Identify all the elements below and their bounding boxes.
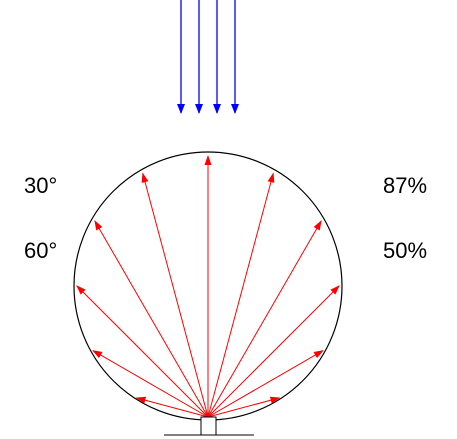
scattered-rays [76, 155, 340, 418]
scattered-ray [207, 396, 281, 418]
detector-pedestal [200, 416, 217, 436]
scattered-ray [207, 350, 324, 418]
percent-87-label: 87% [383, 173, 428, 198]
incident-rays [177, 0, 239, 114]
angle-60-label: 60° [24, 238, 58, 263]
angle-30-label: 30° [24, 173, 58, 198]
scattered-ray [76, 285, 209, 418]
scattered-ray [94, 220, 209, 418]
percent-50-label: 50% [383, 238, 428, 263]
scattered-ray [92, 350, 209, 418]
scattered-ray [207, 220, 322, 418]
scattered-ray [141, 172, 209, 418]
scattered-ray [207, 172, 275, 418]
scattered-ray [135, 396, 209, 418]
scattered-ray [207, 285, 340, 418]
